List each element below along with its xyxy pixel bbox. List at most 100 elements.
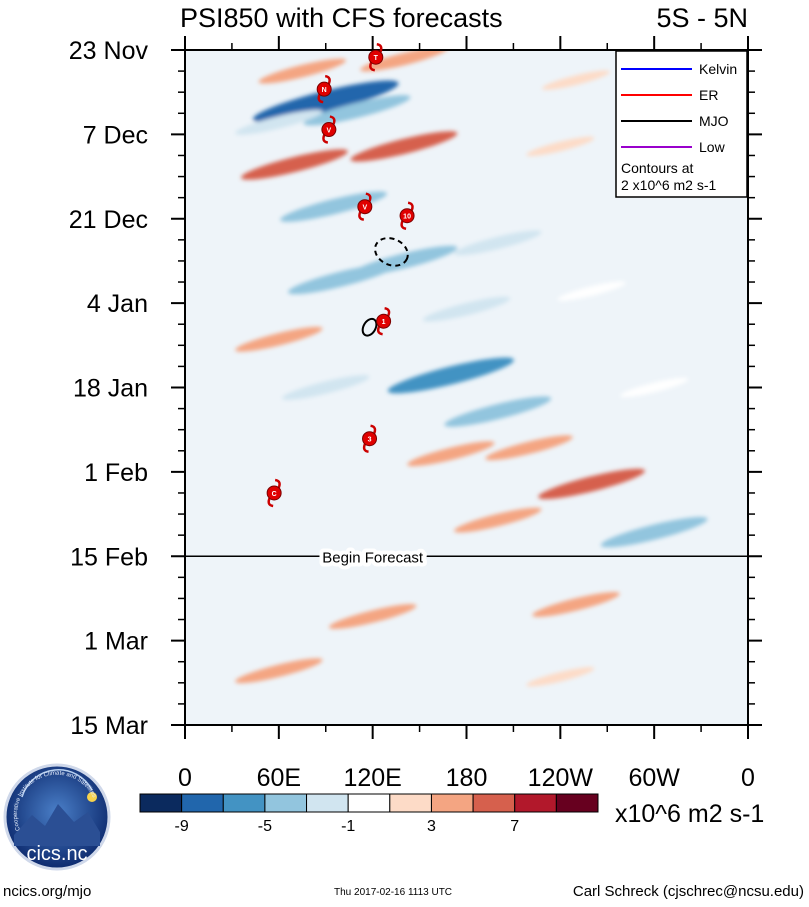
- colorbar-swatch: [181, 793, 224, 813]
- y-tick-label: 18 Jan: [73, 375, 148, 403]
- footer-timestamp: Thu 2017-02-16 1113 UTC: [334, 887, 453, 898]
- storm-disk: [368, 49, 384, 65]
- anomaly-band: [241, 149, 348, 180]
- anomaly-band: [258, 58, 346, 84]
- x-tick-label: 60W: [628, 764, 680, 792]
- storm-marker: T: [368, 42, 384, 72]
- x-tick-label: 0: [741, 764, 755, 792]
- y-tick-label: 4 Jan: [87, 290, 148, 318]
- x-tick-label: 120W: [528, 764, 594, 792]
- forecast-label: Begin Forecast: [322, 549, 424, 566]
- colorbar-swatch: [264, 793, 308, 813]
- storm-marker: V: [321, 115, 337, 144]
- chart-title: PSI850 with CFS forecasts: [180, 3, 503, 33]
- colorbar-swatch: [306, 793, 349, 813]
- y-tick-label: 21 Dec: [69, 206, 148, 234]
- anomaly-band: [280, 191, 387, 222]
- colorbar-units: x10^6 m2 s-1: [615, 800, 764, 828]
- anomaly-band: [538, 468, 646, 500]
- anomaly-band: [328, 604, 417, 629]
- colorbar-label: -1: [341, 818, 355, 835]
- colorbar-swatch: [347, 793, 391, 813]
- storm-label: 10: [403, 214, 411, 221]
- storm-marker: 3: [362, 424, 378, 453]
- anomaly-band: [235, 109, 323, 135]
- storm-marker: 1: [376, 306, 392, 336]
- anomaly-band: [526, 136, 595, 157]
- anomaly-band: [485, 435, 573, 461]
- x-tick-label: 0: [178, 764, 192, 792]
- colorbar-label: -5: [258, 818, 272, 835]
- anomaly-band: [454, 230, 542, 256]
- anomaly-band: [350, 131, 458, 162]
- legend-label: MJO: [699, 113, 729, 129]
- storm-label: V: [327, 128, 332, 135]
- region-label: 5S - 5N: [656, 3, 748, 33]
- anomaly-band: [235, 658, 323, 684]
- y-tick-label: 1 Feb: [84, 459, 148, 487]
- anomaly-band: [422, 296, 511, 322]
- storm-marker: C: [266, 478, 282, 508]
- legend-note: Contours at: [621, 160, 693, 176]
- legend-label: Low: [699, 139, 726, 155]
- anomaly-band: [407, 441, 495, 467]
- storm-marker: 10: [399, 201, 415, 230]
- storm-disk: [399, 208, 415, 224]
- colorbar-swatch: [139, 793, 183, 813]
- anomaly-band: [444, 396, 552, 427]
- colorbar-label: 7: [510, 818, 519, 835]
- y-tick-label: 23 Nov: [69, 37, 149, 65]
- x-tick-label: 180: [446, 764, 488, 792]
- storm-label: 3: [368, 437, 372, 444]
- colorbar-label: 3: [427, 818, 436, 835]
- anomaly-band: [387, 357, 514, 394]
- y-tick-label: 15 Mar: [70, 712, 148, 740]
- anomaly-band: [235, 326, 323, 352]
- anomaly-band: [532, 592, 620, 617]
- storm-disk: [362, 431, 378, 447]
- storm-label: 1: [382, 319, 386, 326]
- anomaly-band: [252, 80, 399, 122]
- y-tick-label: 1 Mar: [84, 628, 148, 656]
- colorbar-swatch: [430, 793, 474, 813]
- anomaly-band: [454, 507, 542, 533]
- colorbar-label: -9: [175, 818, 189, 835]
- anomaly-band: [287, 263, 395, 295]
- logo-text: cics.nc: [26, 843, 87, 865]
- anomaly-band: [620, 377, 689, 398]
- storm-label: C: [272, 491, 277, 498]
- storm-marker: N: [316, 74, 332, 104]
- storm-disk: [376, 313, 392, 329]
- anomaly-band: [526, 667, 595, 687]
- y-tick-label: 7 Dec: [83, 121, 148, 149]
- anomaly-band: [541, 70, 610, 90]
- mjo-contour: [374, 237, 409, 267]
- y-tick-label: 15 Feb: [70, 543, 148, 571]
- legend-label: Kelvin: [699, 61, 737, 77]
- cics-logo: cics.nc Cooperative Institute for Climat…: [3, 763, 111, 871]
- anomaly-band: [557, 281, 626, 301]
- legend-note: 2 x10^6 m2 s-1: [621, 177, 716, 193]
- x-tick-label: 60E: [257, 764, 301, 792]
- colorbar-swatch: [222, 793, 266, 813]
- storm-disk: [316, 81, 332, 97]
- colorbar-swatch: [472, 793, 516, 813]
- anomaly-band: [360, 50, 448, 72]
- x-tick-label: 120E: [343, 764, 401, 792]
- storm-label: V: [363, 205, 368, 212]
- anomaly-band: [600, 516, 708, 548]
- mjo-contour: [361, 317, 378, 337]
- colorbar-swatch: [514, 793, 557, 813]
- storm-label: N: [322, 87, 327, 94]
- legend-label: ER: [699, 87, 718, 103]
- colorbar-swatch: [555, 793, 599, 813]
- storm-label: T: [374, 55, 379, 62]
- storm-disk: [266, 485, 282, 501]
- storm-marker: V: [357, 192, 373, 221]
- storm-disk: [357, 199, 373, 215]
- footer-url: ncics.org/mjo: [3, 883, 92, 900]
- storm-disk: [321, 122, 337, 138]
- colorbar-swatch: [389, 793, 432, 813]
- footer-author: Carl Schreck (cjschrec@ncsu.edu): [572, 883, 804, 900]
